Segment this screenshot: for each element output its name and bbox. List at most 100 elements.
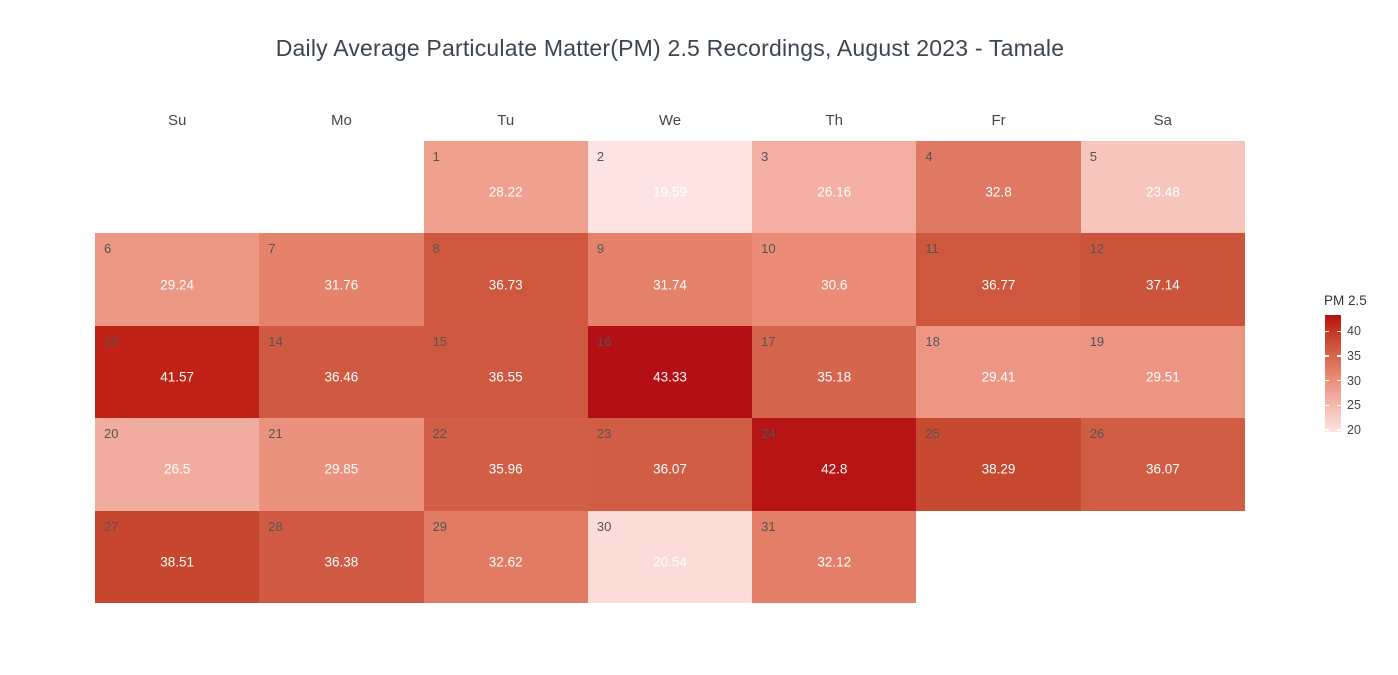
pm-value: 36.77 [981, 277, 1016, 293]
day-number: 23 [596, 426, 612, 442]
calendar-cell-day-21[interactable]: 21 29.85 [259, 418, 424, 511]
pm-value: 38.51 [160, 554, 195, 570]
colorbar [1325, 315, 1341, 432]
pm-value: 43.33 [653, 369, 687, 385]
calendar-cell-day-29[interactable]: 29 32.62 [423, 510, 588, 603]
pm-value: 20.54 [653, 554, 687, 570]
calendar-cell-day-7[interactable]: 7 31.76 [259, 233, 424, 326]
pm-value: 35.18 [817, 369, 852, 385]
weekday-header-mo: Mo [331, 112, 352, 129]
calendar-cell-empty [916, 510, 1081, 603]
calendar-cell-day-31[interactable]: 31 32.12 [752, 510, 917, 603]
day-number: 27 [104, 518, 119, 534]
pm-value: 36.55 [488, 369, 523, 385]
day-number: 22 [432, 426, 448, 442]
calendar-cell-day-12[interactable]: 12 37.14 [1080, 233, 1245, 326]
weekday-header-we: We [658, 112, 682, 129]
day-number: 24 [761, 426, 776, 442]
calendar-cell-day-20[interactable]: 20 26.5 [95, 418, 260, 511]
calendar-cell-day-10[interactable]: 10 30.6 [752, 233, 917, 326]
day-number: 19 [1089, 333, 1105, 349]
pm-value: 29.51 [1145, 369, 1180, 385]
pm-value: 36.07 [1145, 461, 1180, 477]
day-number: 26 [1089, 426, 1105, 442]
calendar-cell-day-4[interactable]: 4 32.8 [916, 141, 1081, 234]
day-number: 8 [432, 241, 440, 257]
pm-value: 36.73 [488, 277, 523, 293]
pm-value: 32.12 [817, 554, 852, 570]
colorbar-tickmark [1337, 429, 1341, 431]
pm-value: 28.22 [488, 184, 523, 200]
pm-value: 19.59 [653, 184, 687, 200]
day-number: 29 [432, 518, 448, 534]
pm-value: 26.5 [164, 461, 191, 477]
pm-value: 31.74 [653, 277, 687, 293]
colorbar-tickmark [1325, 355, 1329, 357]
weekday-header-su: Su [167, 112, 187, 129]
calendar-cell-empty [259, 141, 424, 234]
colorbar-tickmark [1337, 330, 1341, 333]
calendar-cell-day-1[interactable]: 1 28.22 [423, 141, 588, 234]
calendar-cell-day-9[interactable]: 9 31.74 [587, 233, 753, 326]
day-number: 10 [761, 241, 776, 257]
calendar-cell-day-6[interactable]: 6 29.24 [95, 233, 260, 326]
pm-value: 32.8 [985, 184, 1012, 200]
colorbar-tick-label: 20 [1347, 422, 1361, 437]
day-number: 1 [432, 149, 440, 164]
calendar-cell-day-26[interactable]: 26 36.07 [1080, 418, 1245, 511]
weekday-header-row: Su Mo Tu We Th Fr Sa [95, 112, 1245, 129]
calendar-cell-day-13[interactable]: 13 41.57 [95, 325, 260, 419]
pm-value: 35.96 [488, 461, 523, 477]
pm-value: 36.46 [324, 369, 359, 385]
day-number: 13 [104, 333, 119, 349]
day-number: 7 [268, 241, 276, 257]
pm-value: 41.57 [160, 369, 195, 385]
colorbar-tickmark [1325, 379, 1329, 382]
colorbar-tickmark [1325, 429, 1329, 431]
calendar-cell-day-18[interactable]: 18 29.41 [916, 325, 1081, 419]
colorbar-title: PM 2.5 [1324, 293, 1367, 308]
calendar-cell-day-23[interactable]: 23 36.07 [587, 418, 753, 511]
pm-value: 26.16 [817, 184, 852, 200]
calendar-cell-day-28[interactable]: 28 36.38 [259, 510, 424, 603]
calendar-cell-day-5[interactable]: 5 23.48 [1080, 141, 1245, 234]
day-number: 5 [1089, 149, 1097, 164]
calendar-cell-day-2[interactable]: 2 19.59 [587, 141, 753, 234]
calendar-cell-day-19[interactable]: 19 29.51 [1080, 325, 1245, 419]
weekday-header-sa: Sa [1153, 112, 1173, 129]
calendar-cell-day-30[interactable]: 30 20.54 [587, 510, 753, 603]
day-number: 12 [1089, 241, 1105, 257]
pm-value: 36.07 [653, 461, 687, 477]
pm-value: 32.62 [488, 554, 523, 570]
colorbar-tickmark [1337, 404, 1341, 407]
calendar-cell-day-22[interactable]: 22 35.96 [423, 418, 588, 511]
pm-value: 36.38 [324, 554, 359, 570]
chart-title: Daily Average Particulate Matter(PM) 2.5… [275, 35, 1065, 61]
colorbar-tick-label: 35 [1347, 349, 1361, 364]
pm-value: 37.14 [1145, 277, 1180, 293]
calendar-cell-day-14[interactable]: 14 36.46 [259, 325, 424, 419]
day-number: 16 [596, 333, 612, 349]
calendar-cell-day-24[interactable]: 24 42.8 [752, 418, 917, 511]
colorbar-tick-label: 30 [1347, 373, 1361, 388]
calendar-cell-day-15[interactable]: 15 36.55 [423, 325, 588, 419]
calendar-grid: 1 28.22 2 19.59 3 26.16 4 32.8 5 23.48 6 29.24 7 31.7… [95, 141, 1245, 603]
day-number: 18 [925, 333, 940, 349]
pm-value: 29.24 [160, 277, 195, 293]
calendar-cell-day-25[interactable]: 25 38.29 [916, 418, 1081, 511]
colorbar-tick-label: 40 [1347, 324, 1361, 339]
calendar-cell-day-3[interactable]: 3 26.16 [752, 141, 917, 234]
day-number: 14 [268, 333, 283, 349]
calendar-cell-day-16[interactable]: 16 43.33 [587, 325, 753, 419]
calendar-cell-day-8[interactable]: 8 36.73 [423, 233, 588, 326]
day-number: 6 [104, 241, 112, 257]
day-number: 31 [761, 518, 776, 534]
calendar-cell-day-11[interactable]: 11 36.77 [916, 233, 1081, 326]
calendar-cell-day-17[interactable]: 17 35.18 [752, 325, 917, 419]
day-number: 21 [268, 426, 283, 442]
pm-value: 31.76 [324, 277, 359, 293]
weekday-header-th: Th [825, 112, 844, 129]
day-number: 25 [925, 426, 940, 442]
calendar-cell-day-27[interactable]: 27 38.51 [95, 510, 260, 603]
pm-value: 30.6 [821, 277, 848, 293]
